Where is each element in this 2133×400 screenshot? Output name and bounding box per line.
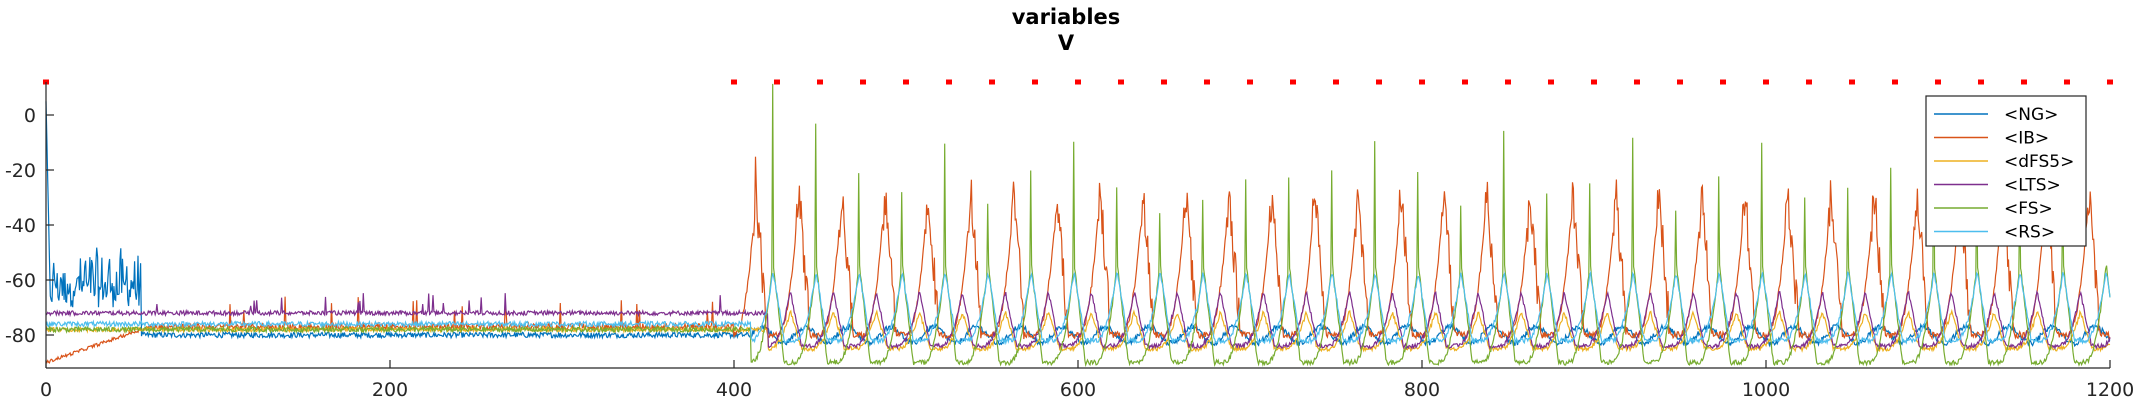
- y-tick-label: -80: [5, 325, 36, 347]
- series-line-0: [45, 101, 2111, 348]
- marker-layer: [43, 79, 2113, 85]
- spike-marker: [2021, 79, 2027, 85]
- spike-marker: [1376, 79, 1382, 85]
- spike-marker: [1333, 79, 1339, 85]
- spike-marker: [1892, 79, 1898, 85]
- series-line-4: [45, 83, 2111, 368]
- legend-box: [1925, 95, 2087, 247]
- spike-marker: [1806, 79, 1812, 85]
- series-layer: [45, 83, 2111, 368]
- spike-marker: [1548, 79, 1554, 85]
- spike-marker: [731, 79, 737, 85]
- x-tick-label: 600: [1060, 379, 1096, 400]
- axes-layer: 0 200 400 600 800 1000 1200 0 -20 -40 -60 -80: [5, 82, 2133, 400]
- spike-marker: [1204, 79, 1210, 85]
- spike-marker: [2064, 79, 2070, 85]
- y-tick-label: -60: [5, 270, 36, 292]
- spike-marker: [1849, 79, 1855, 85]
- x-tick-label: 200: [372, 379, 408, 400]
- legend-label-0: <NG>: [2004, 105, 2058, 125]
- spike-marker: [1935, 79, 1941, 85]
- spike-marker: [860, 79, 866, 85]
- x-tick-label: 800: [1404, 379, 1440, 400]
- spike-marker: [903, 79, 909, 85]
- legend-label-1: <IB>: [2004, 129, 2049, 149]
- chart-title: variables: [1012, 5, 1121, 29]
- chart-title-group: variables V: [1012, 5, 1121, 55]
- legend-label-2: <dFS5>: [2004, 152, 2074, 172]
- legend: <NG> <IB> <dFS5> <LTS> <FS> <RS>: [1925, 95, 2087, 247]
- series-line-5: [45, 270, 2111, 346]
- y-tick-label: -40: [5, 215, 36, 237]
- legend-label-4: <FS>: [2004, 199, 2053, 219]
- x-tick-label: 0: [40, 379, 52, 400]
- spike-marker: [1677, 79, 1683, 85]
- spike-marker: [774, 79, 780, 85]
- spike-marker: [1462, 79, 1468, 85]
- spike-marker: [946, 79, 952, 85]
- x-tick-label: 400: [716, 379, 752, 400]
- spike-marker: [1634, 79, 1640, 85]
- x-tick-label: 1000: [1742, 379, 1790, 400]
- spike-marker: [1075, 79, 1081, 85]
- spike-marker: [1118, 79, 1124, 85]
- spike-marker: [1591, 79, 1597, 85]
- spike-marker: [1290, 79, 1296, 85]
- spike-marker: [1419, 79, 1425, 85]
- spike-marker: [989, 79, 995, 85]
- y-tick-label: -20: [5, 160, 36, 182]
- legend-label-5: <RS>: [2004, 223, 2055, 243]
- series-line-1: [45, 156, 2111, 364]
- x-tick-label: 1200: [2086, 379, 2133, 400]
- spike-marker: [817, 79, 823, 85]
- spike-marker: [1161, 79, 1167, 85]
- spike-marker: [1505, 79, 1511, 85]
- y-tick-label: 0: [24, 105, 36, 127]
- spike-marker: [1978, 79, 1984, 85]
- chart-subtitle: V: [1058, 31, 1075, 55]
- spike-marker: [1720, 79, 1726, 85]
- legend-label-3: <LTS>: [2004, 176, 2061, 196]
- spike-marker: [1032, 79, 1038, 85]
- spike-marker: [2107, 79, 2113, 85]
- series-line-3: [45, 289, 2111, 351]
- spike-marker: [1247, 79, 1253, 85]
- spike-marker: [1763, 79, 1769, 85]
